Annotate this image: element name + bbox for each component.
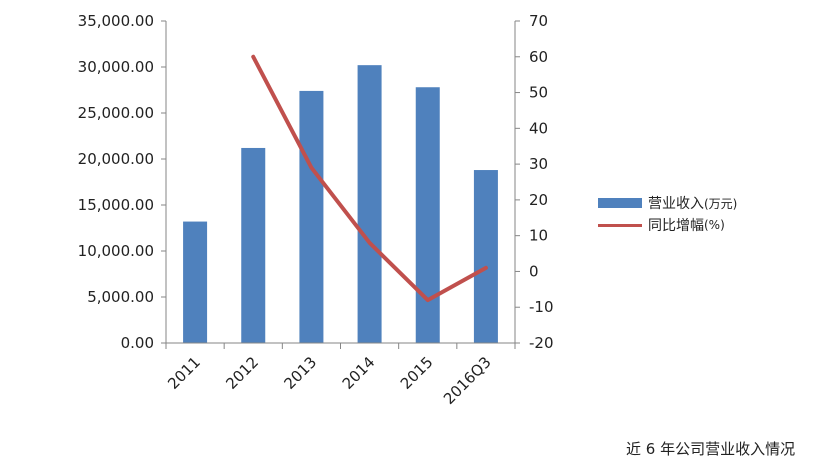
legend-swatch-revenue bbox=[598, 198, 642, 208]
y-right-tick-label: 0 bbox=[529, 262, 539, 280]
x-tick-label: 2015 bbox=[397, 353, 437, 393]
y-left-tick-label: 20,000.00 bbox=[78, 150, 154, 168]
y-right-tick-label: 40 bbox=[529, 119, 548, 137]
legend-unit-growth: (%) bbox=[704, 218, 725, 232]
x-tick-label: 2011 bbox=[164, 353, 204, 393]
x-tick-label: 2013 bbox=[281, 353, 321, 393]
y-left-tick-label: 25,000.00 bbox=[78, 104, 154, 122]
bar-revenue bbox=[241, 147, 266, 343]
legend-label-revenue: 营业收入 bbox=[648, 196, 704, 212]
bar-revenue bbox=[473, 170, 498, 343]
legend-item-growth: 同比增幅 (%) bbox=[598, 214, 737, 236]
chart-legend: 营业收入 (万元) 同比增幅 (%) bbox=[598, 192, 737, 236]
y-right-tick-label: -20 bbox=[529, 334, 554, 352]
line-growth bbox=[251, 54, 488, 303]
x-tick-label: 2014 bbox=[339, 353, 379, 393]
figure-caption: 近 6 年公司营业收入情况 bbox=[626, 440, 796, 458]
bar-revenue bbox=[357, 65, 382, 343]
y-right-tick-label: 30 bbox=[529, 155, 548, 173]
legend-unit-revenue: (万元) bbox=[704, 196, 738, 211]
y-left-tick-label: 5,000.00 bbox=[87, 288, 154, 306]
x-tick-label: 2016Q3 bbox=[440, 353, 495, 408]
y-right-tick-label: 70 bbox=[529, 12, 548, 30]
legend-item-revenue: 营业收入 (万元) bbox=[598, 192, 737, 214]
y-right-tick-label: 60 bbox=[529, 48, 548, 66]
x-tick-label: 2012 bbox=[222, 353, 262, 393]
y-right-tick-label: 50 bbox=[529, 84, 548, 102]
y-left-tick-label: 10,000.00 bbox=[78, 242, 154, 260]
y-left-tick-label: 30,000.00 bbox=[78, 58, 154, 76]
legend-label-growth: 同比增幅 bbox=[648, 218, 704, 234]
bar-revenue bbox=[183, 221, 208, 343]
y-left-tick-label: 35,000.00 bbox=[78, 12, 154, 30]
y-right-tick-label: -10 bbox=[529, 298, 554, 316]
y-right-tick-label: 20 bbox=[529, 191, 548, 209]
y-left-tick-label: 0.00 bbox=[121, 334, 154, 352]
bar-revenue bbox=[415, 87, 440, 344]
bar-revenue bbox=[299, 90, 324, 343]
legend-swatch-growth bbox=[598, 223, 642, 227]
y-right-tick-label: 10 bbox=[529, 227, 548, 245]
y-left-tick-label: 15,000.00 bbox=[78, 196, 154, 214]
